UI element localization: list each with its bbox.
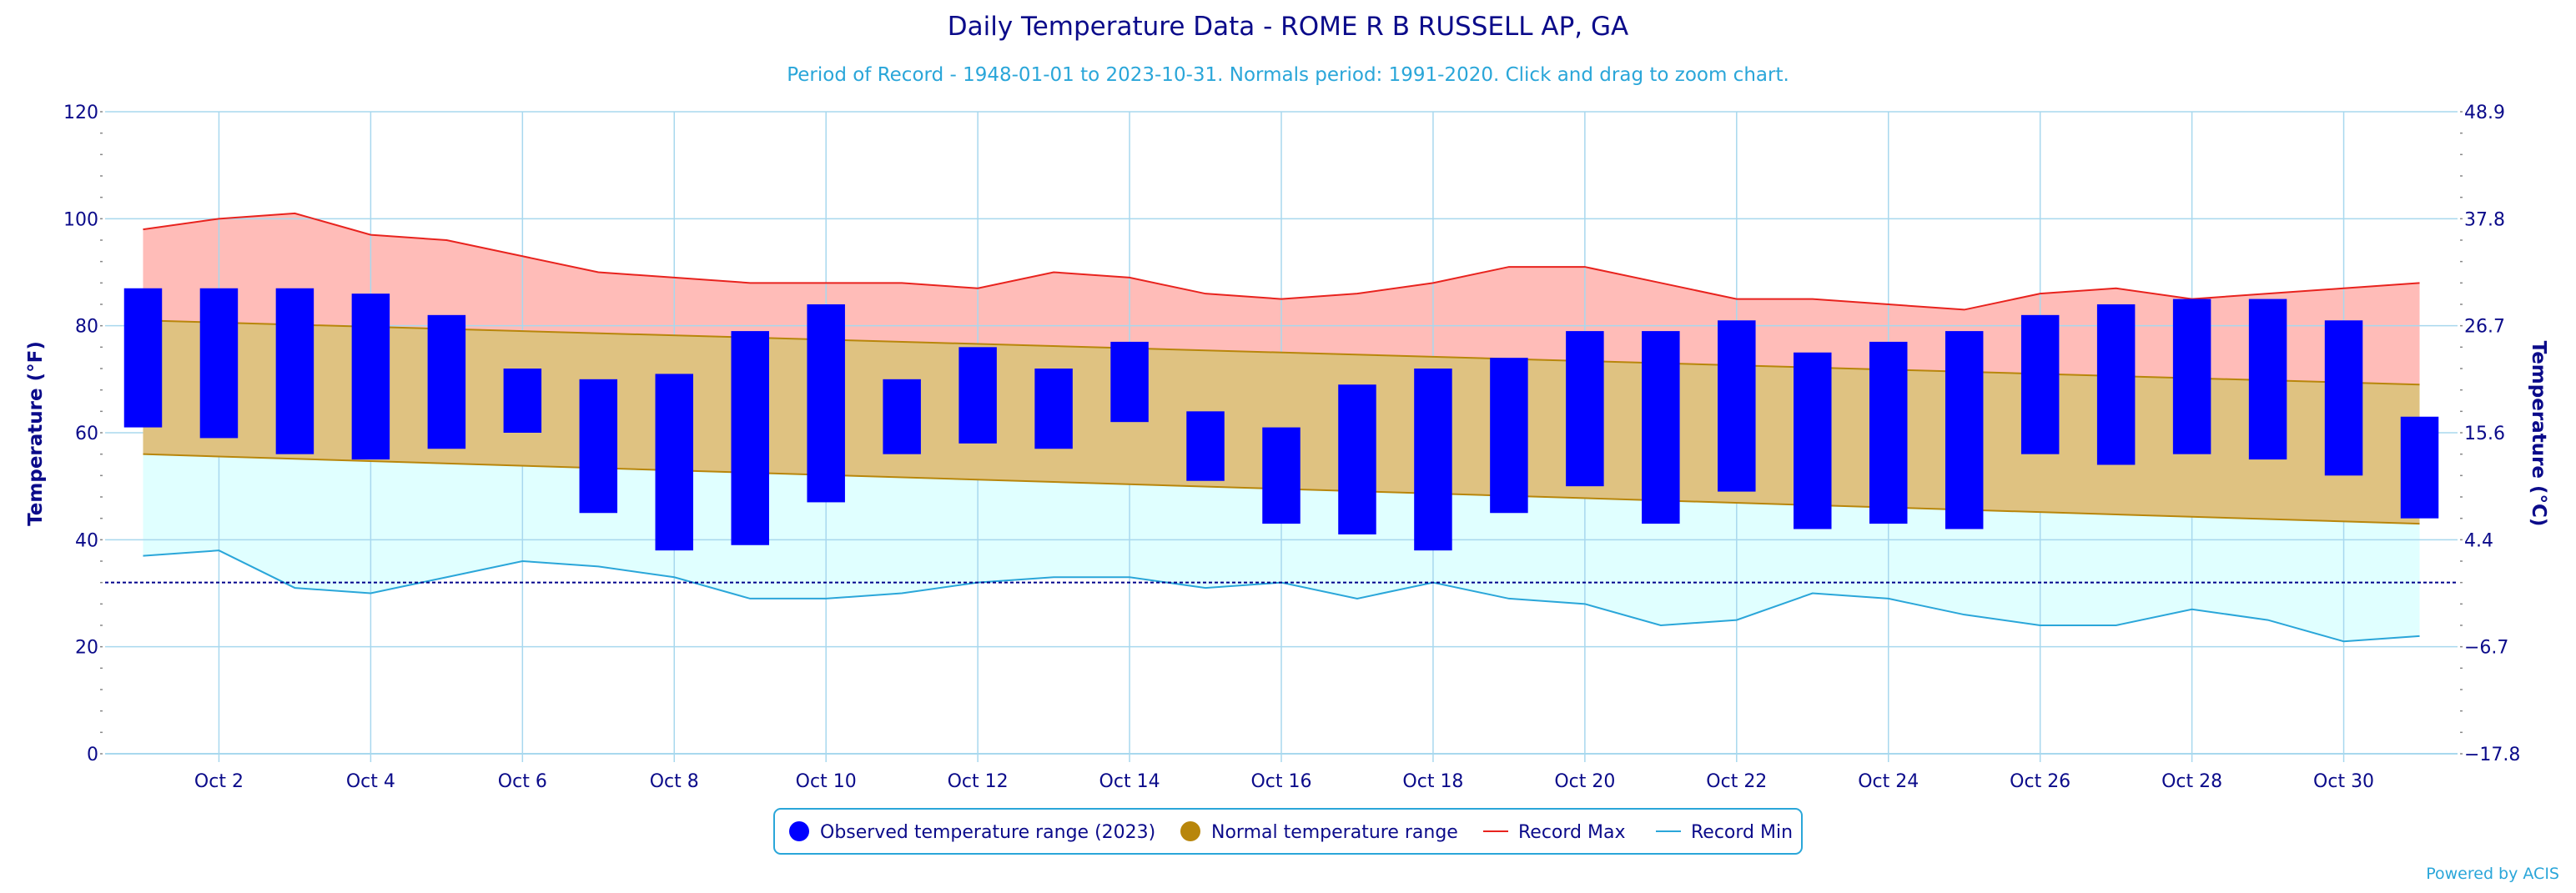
observed-bar [1566, 331, 1604, 487]
credit-link[interactable]: Powered by ACIS [2426, 865, 2559, 883]
record-lines [105, 212, 2458, 643]
x-tick-label: Oct 14 [1099, 771, 1160, 792]
y-axis-title: Temperature (°F) [25, 341, 47, 526]
x-tick-label: Oct 4 [346, 771, 395, 792]
observed-bar [2020, 314, 2060, 454]
x-tick-label: Oct 24 [1858, 771, 1919, 792]
legend-observed-label: Observed temperature range (2023) [820, 822, 1155, 843]
x-tick-label: Oct 12 [948, 771, 1009, 792]
x-tick-label: Oct 26 [2010, 771, 2070, 792]
y-tick-label: 0 [87, 745, 98, 765]
x-tick-label: Oct 8 [650, 771, 699, 792]
observed-bar [427, 314, 466, 449]
x-tick-label: Oct 16 [1250, 771, 1311, 792]
legend-normal-label: Normal temperature range [1211, 822, 1458, 843]
y2-tick-label: 26.7 [2464, 317, 2505, 338]
observed-bar [731, 331, 769, 545]
x-tick-label: Oct 28 [2161, 771, 2222, 792]
y-tick-label: 40 [75, 530, 98, 551]
observed-bar [1338, 384, 1376, 534]
x-tick-label: Oct 6 [498, 771, 547, 792]
observed-bar [1642, 331, 1680, 524]
observed-bar [958, 347, 997, 444]
x-tick-label: Oct 18 [1402, 771, 1463, 792]
y-tick-label: 80 [75, 317, 98, 338]
y-tick-label: 100 [63, 209, 98, 230]
legend-item-observed[interactable]: Observed temperature range (2023) [789, 821, 1155, 843]
legend-record-max-label: Record Max [1518, 822, 1626, 843]
record-max-line [143, 212, 2420, 311]
y-tick-label: 20 [75, 638, 98, 659]
observed-bar [1718, 320, 1756, 492]
legend-item-record-min[interactable]: Record Min [1656, 822, 1793, 843]
chart-subtitle: Period of Record - 1948-01-01 to 2023-10… [787, 64, 1789, 86]
y-tick-label: 60 [75, 424, 98, 444]
normal-range-area [143, 320, 2420, 524]
x-tick-label: Oct 2 [194, 771, 244, 792]
observed-bar [1869, 341, 1908, 524]
legend: Observed temperature range (2023) Normal… [773, 808, 1803, 855]
y2-tick-label: −17.8 [2464, 745, 2520, 765]
y2-tick-label: 48.9 [2464, 103, 2505, 123]
observed-bar [1945, 331, 1984, 529]
observed-bar [1490, 358, 1528, 514]
x-tick-label: Oct 20 [1554, 771, 1615, 792]
observed-bar [655, 374, 693, 551]
observed-bar [1110, 341, 1149, 423]
legend-box [773, 808, 1803, 855]
observed-bar [1262, 427, 1301, 524]
legend-record-min-label: Record Min [1691, 822, 1793, 843]
legend-observed-marker [789, 821, 809, 841]
x-tick-label: Oct 22 [1706, 771, 1767, 792]
observed-bar [2172, 299, 2211, 454]
observed-bar [883, 379, 921, 454]
observed-bar [199, 288, 239, 439]
observed-bar [1034, 369, 1073, 449]
observed-bar [503, 369, 542, 433]
y2-tick-label: 4.4 [2464, 530, 2493, 551]
x-tick-label: Oct 10 [796, 771, 857, 792]
legend-item-normal[interactable]: Normal temperature range [1180, 821, 1458, 843]
observed-bar [2400, 416, 2439, 519]
observed-bar [123, 288, 163, 428]
y2-tick-label: 37.8 [2464, 209, 2505, 230]
chart-title: Daily Temperature Data - ROME R B RUSSEL… [948, 12, 1628, 42]
y2-tick-label: 15.6 [2464, 424, 2505, 444]
observed-bar [579, 379, 618, 514]
y2-tick-label: −6.7 [2464, 638, 2508, 659]
observed-bar [2248, 299, 2287, 460]
observed-bar [807, 304, 845, 503]
legend-item-record-max[interactable]: Record Max [1483, 822, 1626, 843]
axes: 0 −17.8 20 −6.7 40 4.4 60 15.6 80 26.7 100 37.8 120 4… [63, 103, 2520, 792]
observed-bars [123, 288, 2439, 551]
observed-bar [351, 293, 390, 460]
legend-normal-marker [1180, 821, 1200, 841]
observed-bar [2096, 304, 2136, 465]
observed-bar [275, 288, 314, 454]
observed-bar [1794, 352, 1832, 529]
observed-bar [2324, 320, 2363, 476]
y2-axis-title: Temperature (°C) [2528, 341, 2549, 527]
x-tick-label: Oct 30 [2313, 771, 2374, 792]
observed-bar [1186, 411, 1225, 481]
y-tick-label: 120 [63, 103, 98, 123]
observed-bar [1414, 369, 1452, 551]
